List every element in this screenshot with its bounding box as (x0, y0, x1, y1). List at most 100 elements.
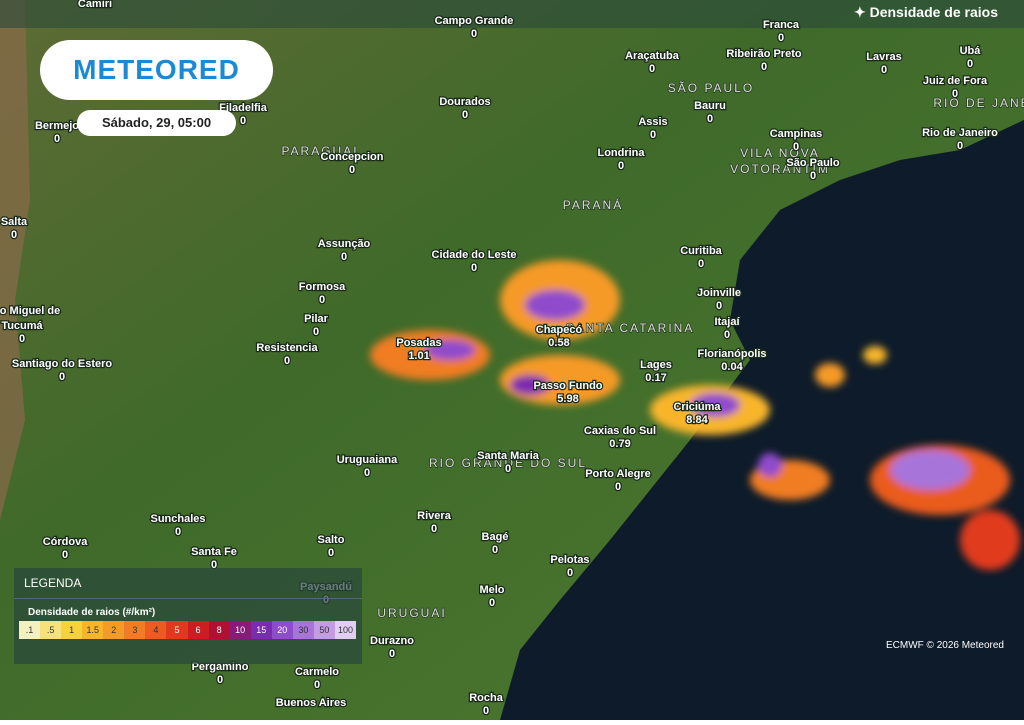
region-label: RIO GRANDE DO SUL (429, 456, 587, 470)
city-value: 0.58 (548, 337, 569, 349)
city-value: 0 (19, 333, 25, 345)
city-name: Camiri (78, 0, 112, 10)
legend-step: 20 (271, 621, 293, 639)
city-value: 0 (967, 58, 973, 70)
header-title-text: Densidade de raios (869, 4, 998, 20)
legend-heading: LEGENDA (14, 568, 362, 599)
city-value: 0 (211, 559, 217, 571)
city-value: 0 (175, 526, 181, 538)
city-name: Córdova (43, 536, 89, 548)
legend-scale: .1.5 1 1.5 2 3 4 5 6 8 10 15 20 30 50 100 (19, 621, 356, 639)
city-name: Uruguaiana (337, 454, 398, 466)
city-value: 1.01 (408, 350, 429, 362)
city-name: Bermejo (35, 120, 79, 132)
city-value: 0 (952, 88, 958, 100)
city-value: 0.17 (645, 372, 666, 384)
city-name: Bagé (482, 531, 509, 543)
city-name: Campo Grande (435, 15, 514, 27)
city-value: 0 (319, 294, 325, 306)
legend-step: 4 (145, 621, 167, 639)
city-value: 0 (240, 115, 246, 127)
city-name: Melo (479, 584, 504, 596)
city-value: 0 (492, 544, 498, 556)
region-label: PARAGUAI (281, 144, 358, 158)
city-name: Salta (1, 216, 28, 228)
city-name: Santa Maria (477, 450, 540, 462)
city-value: 0 (881, 64, 887, 76)
city-name: Lavras (866, 51, 901, 63)
city-name: Itajaí (714, 316, 740, 328)
city-name: Londrina (597, 147, 645, 159)
city-name: Posadas (396, 337, 441, 349)
city-name: Cidade do Leste (432, 249, 517, 261)
city-value: 0 (707, 113, 713, 125)
city-name: Pelotas (550, 554, 589, 566)
legend-step: 10 (229, 621, 251, 639)
city-value: 0 (284, 355, 290, 367)
city-name: Joinville (697, 287, 741, 299)
legend: LEGENDA Densidade de raios (#/km²) .1.5 1… (14, 568, 362, 664)
andes (0, 0, 30, 520)
city-name: Concepcion (321, 151, 384, 163)
city-value: 0 (724, 329, 730, 341)
region-label: VOTORANTIM (730, 162, 830, 176)
city-name: o Miguel de (0, 305, 60, 317)
region-label: SANTA CATARINA (566, 321, 695, 335)
city-value: 0 (59, 371, 65, 383)
date: Sábado, 29, 05:00 (77, 110, 236, 136)
city-value: 0 (650, 129, 656, 141)
city-name: Dourados (439, 96, 490, 108)
city-name: Assunção (318, 238, 371, 250)
city-name: Chapecó (536, 324, 583, 336)
legend-title: Densidade de raios (#/km²) (28, 607, 156, 618)
city-value: 0 (957, 140, 963, 152)
city-value: 8.84 (686, 414, 708, 426)
city-value: 0 (54, 133, 60, 145)
city-name: Criciúma (673, 401, 721, 413)
city-value: 0 (364, 467, 370, 479)
legend-step: .5 (40, 621, 62, 639)
legend-step: 8 (208, 621, 230, 639)
city-name: Formosa (299, 281, 346, 293)
city-value: 0 (11, 229, 17, 241)
city-name: Rio de Janeiro (922, 127, 998, 139)
logo-box: METEORED (40, 40, 273, 100)
city-value: 0 (471, 28, 477, 40)
city-name: Buenos Aires (276, 697, 347, 709)
footer: ECMWF © 2026 Meteored (882, 638, 1008, 653)
city-value: 0 (761, 61, 767, 73)
city-name: Araçatuba (625, 50, 680, 62)
city-value: 0 (567, 567, 573, 579)
city-value: 0 (471, 262, 477, 274)
city-name: Resistencia (256, 342, 318, 354)
city-name: Franca (763, 19, 800, 31)
city-name: Ubá (960, 45, 982, 57)
legend-step: 1.5 (82, 621, 104, 639)
city-name: Rivera (417, 510, 452, 522)
legend-step: 3 (124, 621, 146, 639)
city-name: Carmelo (295, 666, 339, 678)
city-value: 0 (716, 300, 722, 312)
city-value: 0 (483, 705, 489, 717)
lightning-cells (370, 260, 1020, 570)
city-value: 0 (349, 164, 355, 176)
city-name: Sunchales (150, 513, 205, 525)
legend-step: 6 (187, 621, 209, 639)
city-value: 0 (217, 674, 223, 686)
city-name: Pilar (304, 313, 329, 325)
city-name: Tucumá (1, 320, 43, 332)
legend-step: 5 (166, 621, 188, 639)
city-value: 0 (431, 523, 437, 535)
legend-step: 50 (313, 621, 335, 639)
city-name: Caxias do Sul (584, 425, 656, 437)
city-value: 0.04 (721, 361, 743, 373)
city-value: 0 (618, 160, 624, 172)
region-label: RIO DE JANE (933, 96, 1024, 110)
city-value: 0 (313, 326, 319, 338)
city-value: 0 (505, 463, 511, 475)
region-label: URUGUAI (377, 606, 446, 620)
city-name: Florianópolis (697, 348, 766, 360)
city-value: 0 (793, 141, 799, 153)
city-name: Lages (640, 359, 672, 371)
city-name: Porto Alegre (585, 468, 651, 480)
